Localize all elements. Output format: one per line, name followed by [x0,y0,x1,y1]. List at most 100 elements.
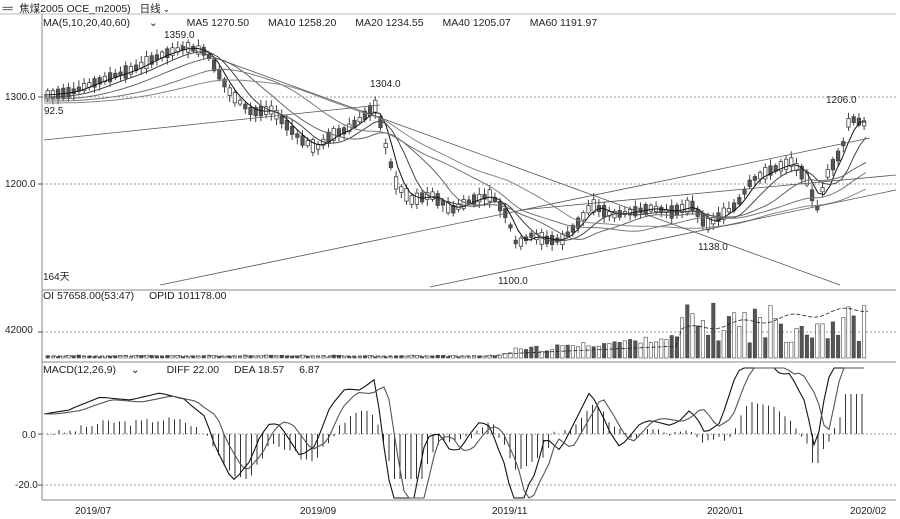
candlestick [758,172,763,180]
volume-bar [747,342,752,359]
candlestick [851,116,856,123]
candlestick [341,127,347,135]
candlestick [71,88,76,94]
trend-line [43,104,381,141]
ma5-line [43,47,866,241]
menu-icon[interactable]: == [2,3,13,15]
volume-bar [139,355,144,359]
volume-bar [102,356,107,359]
candlestick [763,167,768,180]
volume-bar [539,351,544,359]
candlestick [326,131,331,144]
volume-bar [258,355,263,359]
volume-bar [295,355,300,359]
candlestick [482,194,487,200]
period-label: 日线 [139,3,161,15]
volume-bar [721,330,726,359]
candlestick [508,224,513,229]
candlestick [810,189,815,202]
candlestick [836,150,841,162]
candlestick [700,213,706,227]
volume-bar [123,355,128,359]
volume-bar [763,337,768,359]
volume-bar [144,354,149,359]
candlestick [144,56,149,70]
candlestick [565,231,570,237]
volume-bar [570,345,575,359]
trend-line [159,137,871,286]
candlestick [414,192,420,205]
left-price-label: 92.5 [44,106,64,117]
volume-bar [373,356,378,359]
volume-bar [134,354,139,359]
diff-value: DIFF 22.00 [166,364,220,376]
volume-bar [336,355,341,359]
candlestick [570,224,576,233]
candlestick [284,120,290,131]
high-label: 1359.0 [164,30,195,41]
volume-bar [347,356,352,359]
candlestick [534,233,539,241]
volume-bar [820,323,825,359]
price-tick-1200: 1200.0 [5,179,36,190]
volume-bar [149,355,154,359]
volume-bar [456,356,461,359]
volume-bar [524,349,529,359]
candlestick [128,66,133,75]
candlestick [170,47,175,56]
volume-bar [264,354,269,359]
volume-bar [607,343,612,359]
volume-bar [602,343,607,359]
opid-value: OPID 101178.00 [149,290,227,302]
candlestick [357,117,362,123]
volume-bar [238,356,243,359]
candlestick [825,169,830,178]
candlestick [643,204,648,215]
volume-bar [841,317,846,359]
volume-bar [851,315,856,359]
candlestick [97,77,102,85]
period-dropdown[interactable]: 日线 ⌄ [140,3,171,15]
volume-bar [430,355,435,359]
volume-bar [414,355,419,359]
candlestick [82,83,87,92]
volume-bar [628,339,633,359]
volume-bar [217,355,222,359]
candlestick [706,218,711,231]
volume-bar [690,313,695,359]
volume-bar [617,342,622,359]
dea-line [44,367,864,499]
candlestick [768,165,773,176]
ma-label[interactable]: MA(5,10,20,40,60) ⌄ [43,17,158,29]
macd-label[interactable]: MACD(12,26,9) ⌄ [43,364,140,376]
window-title-bar: == 焦煤2005 OCE_m2005) 日线 ⌄ [2,3,170,15]
candlestick [477,194,482,203]
trend-line [519,174,897,211]
ma20-value: MA20 1234.55 [355,17,424,29]
volume-bar [388,356,393,359]
volume-bar [591,346,596,359]
volume-bar [856,341,861,359]
high-label: 1304.0 [370,79,401,90]
volume-bar [487,354,492,359]
volume-tick: 42000 [5,325,33,336]
volume-bar [596,345,601,359]
candlestick [721,207,726,220]
candlestick [92,78,97,88]
candlestick [830,159,836,171]
volume-bar [544,350,549,359]
volume-bar [383,356,388,359]
volume-bar [243,354,248,359]
candlestick [680,203,685,213]
volume-bar [695,325,700,359]
volume-bar [830,321,835,359]
volume-bar [836,334,841,359]
candlestick [274,110,279,120]
dea-value: DEA 18.57 [234,364,285,376]
candlestick [440,201,446,206]
candlestick [737,196,742,205]
candlestick [487,189,492,202]
macd-tick-neg20: -20.0 [15,480,38,491]
